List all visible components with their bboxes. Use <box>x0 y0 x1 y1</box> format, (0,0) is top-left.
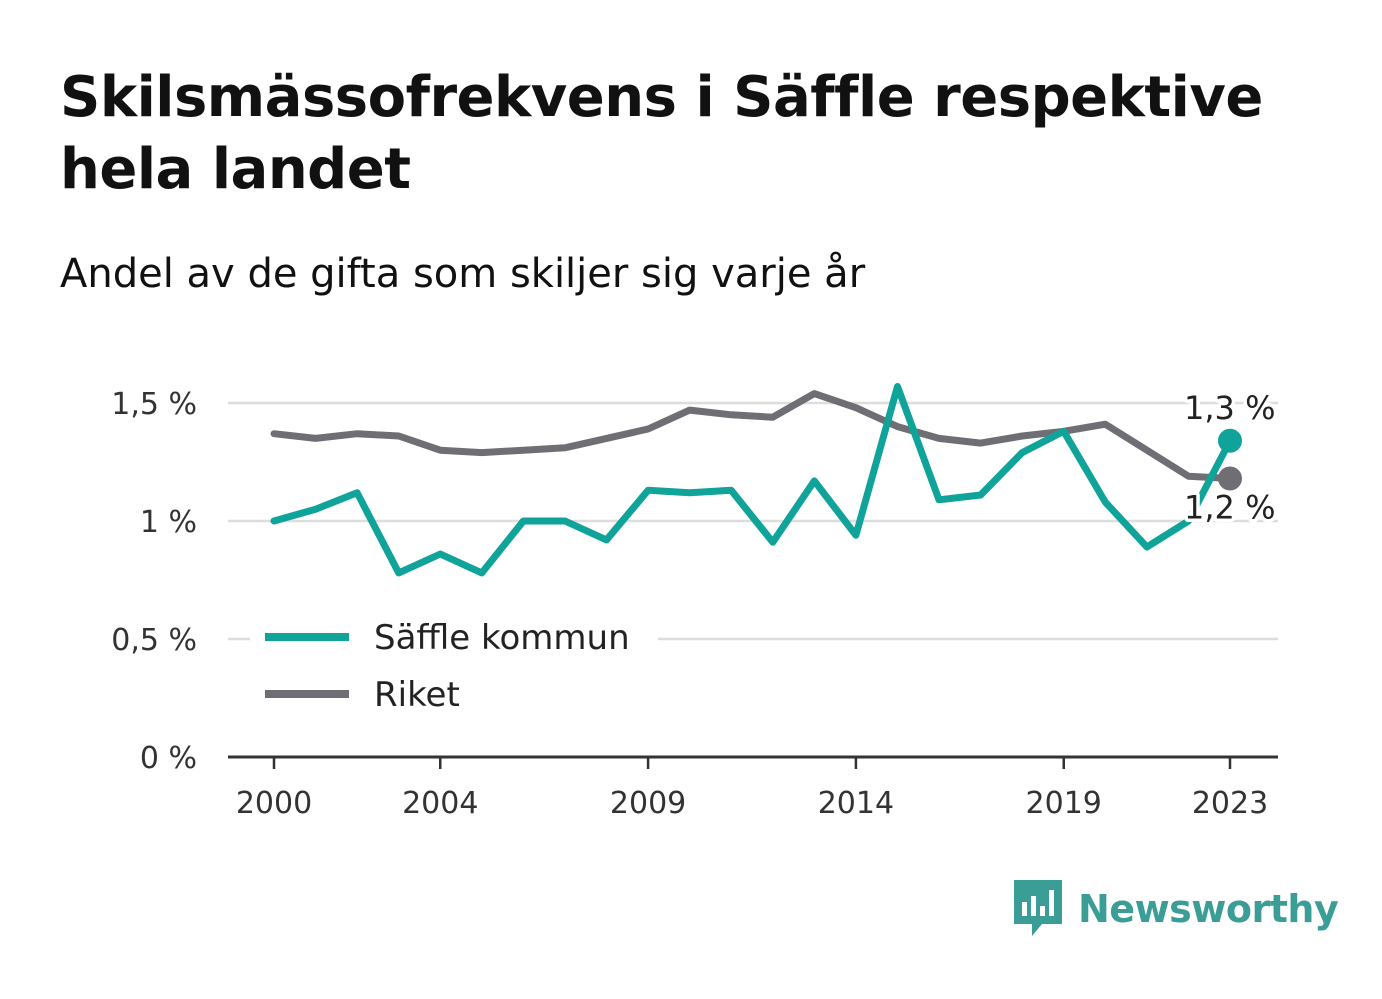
legend: Säffle kommun Riket <box>250 606 658 718</box>
y-tick-label: 1,5 % <box>111 387 197 422</box>
newsworthy-logo-icon <box>1014 880 1062 936</box>
newsworthy-logo: Newsworthy <box>1010 878 1339 940</box>
end-label-riket: 1,2 % <box>1184 489 1275 527</box>
series-lines <box>270 383 1242 577</box>
end-label-halo: 1,3 % <box>1184 389 1275 427</box>
x-tick-label: 2009 <box>610 786 686 821</box>
series-line-saffle <box>270 383 1234 577</box>
x-tick-label: 2023 <box>1192 786 1268 821</box>
end-label-saffle: 1,3 % <box>1184 389 1275 427</box>
x-tick-label: 2019 <box>1026 786 1102 821</box>
x-tick-label: 2014 <box>818 786 894 821</box>
chart-title: Skilsmässofrekvens i Säffle respektive h… <box>60 65 1263 202</box>
series-endpoint-saffle <box>1218 428 1242 453</box>
y-tick-label: 0,5 % <box>111 623 197 658</box>
legend-label: Riket <box>374 675 460 715</box>
y-tick-label: 0 % <box>140 741 197 776</box>
x-tick-label: 2004 <box>402 786 478 821</box>
series-endpoint-riket <box>1218 466 1242 491</box>
legend-background <box>250 606 658 718</box>
end-label-halo: 1,2 % <box>1184 489 1275 527</box>
y-tick-label: 1 % <box>140 505 197 540</box>
chart-subtitle: Andel av de gifta som skiljer sig varje … <box>60 251 866 297</box>
end-labels: 1,3 %1,3 %1,2 %1,2 % <box>1181 385 1279 530</box>
x-axis: 2000 2004 2009 2014 2019 2023 <box>228 755 1278 821</box>
x-tick-label: 2000 <box>236 786 312 821</box>
newsworthy-logo-text: Newsworthy <box>1078 887 1339 931</box>
legend-label: Säffle kommun <box>374 618 630 658</box>
series-line-riket <box>270 390 1234 482</box>
y-axis-ticks: 0 % 0,5 % 1 % 1,5 % <box>111 387 197 776</box>
